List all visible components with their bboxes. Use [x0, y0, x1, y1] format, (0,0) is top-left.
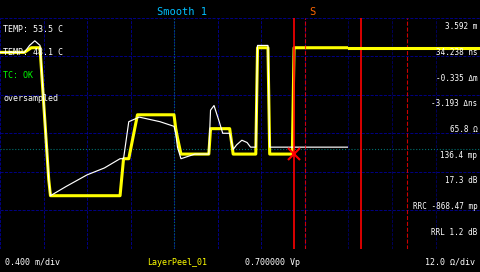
Text: TEMP: 53.5 C: TEMP: 53.5 C	[3, 24, 63, 34]
Text: oversampled: oversampled	[3, 94, 59, 103]
Text: 136.4 mp: 136.4 mp	[440, 151, 477, 160]
Text: TEMP: 48.1 C: TEMP: 48.1 C	[3, 48, 63, 57]
Text: TC: OK: TC: OK	[3, 71, 34, 80]
Text: S: S	[309, 7, 315, 17]
Text: 34.238 ns: 34.238 ns	[436, 48, 477, 57]
Text: RRL 1.2 dB: RRL 1.2 dB	[431, 228, 477, 237]
Text: 0.700000 Vp: 0.700000 Vp	[245, 258, 300, 267]
Text: 65.8 Ω: 65.8 Ω	[450, 125, 477, 134]
Text: 3.592 m: 3.592 m	[445, 22, 477, 31]
Text: 0.400 m/div: 0.400 m/div	[5, 258, 60, 267]
Text: 17.3 dB: 17.3 dB	[445, 177, 477, 186]
Text: RRC -868.47 mp: RRC -868.47 mp	[413, 202, 477, 211]
Text: Smooth 1: Smooth 1	[157, 7, 207, 17]
Text: -3.193 Δns: -3.193 Δns	[431, 99, 477, 108]
Text: -0.335 Δm: -0.335 Δm	[436, 74, 477, 83]
Text: LayerPeel_01: LayerPeel_01	[148, 258, 207, 267]
Text: 12.0 Ω/div: 12.0 Ω/div	[425, 258, 475, 267]
